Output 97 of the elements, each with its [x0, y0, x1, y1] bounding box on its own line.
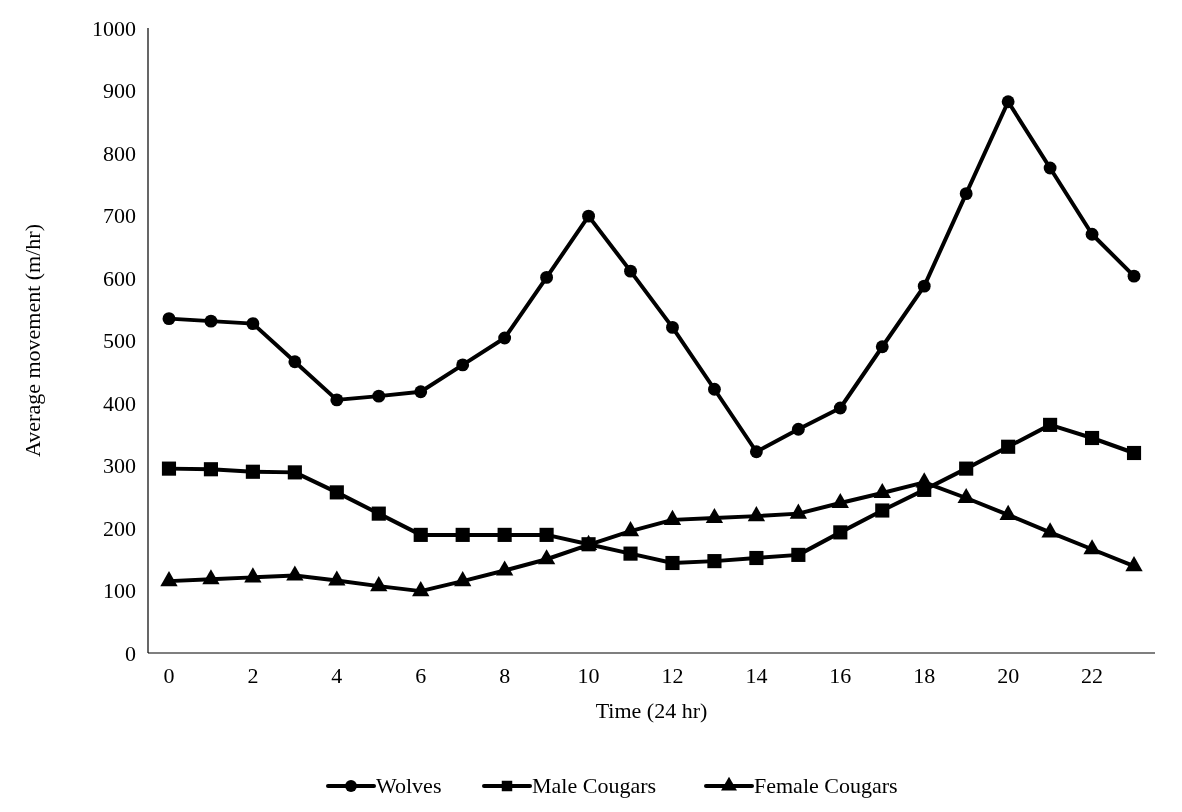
- point: [454, 571, 472, 587]
- legend-label: Male Cougars: [532, 773, 657, 798]
- point: [162, 312, 176, 326]
- x-tick-label: 0: [163, 663, 175, 688]
- point: [665, 555, 680, 571]
- point: [624, 264, 637, 278]
- point: [1043, 417, 1058, 432]
- point: [244, 567, 262, 583]
- point: [1127, 269, 1141, 283]
- point: [372, 389, 386, 403]
- point: [831, 493, 849, 508]
- x-tick-label: 6: [415, 663, 427, 688]
- point: [959, 187, 973, 201]
- point: [915, 472, 933, 488]
- x-tick-label: 12: [661, 663, 684, 688]
- point: [328, 570, 346, 586]
- point: [749, 550, 764, 566]
- legend-label: Female Cougars: [754, 773, 898, 798]
- point: [161, 461, 177, 476]
- point: [287, 465, 302, 480]
- point: [917, 279, 931, 293]
- point: [414, 385, 428, 399]
- y-tick-label: 0: [125, 640, 136, 666]
- point: [1001, 439, 1016, 454]
- y-tick-label: 100: [103, 578, 136, 603]
- point: [747, 506, 766, 522]
- point: [1084, 430, 1100, 446]
- point: [833, 525, 848, 540]
- y-tick-label: 300: [103, 453, 136, 478]
- point: [875, 340, 889, 354]
- x-tick-label: 22: [1081, 663, 1104, 688]
- point: [246, 317, 260, 331]
- point: [705, 508, 724, 523]
- y-tick-label: 700: [103, 203, 136, 228]
- point: [539, 527, 554, 542]
- point: [1085, 227, 1099, 241]
- point: [288, 355, 302, 369]
- point: [1001, 95, 1015, 109]
- x-tick-label: 18: [913, 663, 936, 688]
- point: [621, 521, 640, 537]
- point: [708, 382, 721, 396]
- y-tick-label: 500: [103, 328, 136, 353]
- point: [749, 445, 763, 459]
- point: [330, 393, 344, 407]
- point: [999, 504, 1017, 520]
- point: [495, 560, 514, 576]
- x-tick-label: 2: [247, 663, 259, 688]
- point: [202, 569, 220, 585]
- point: [1125, 556, 1143, 572]
- y-tick-label: 900: [103, 78, 136, 103]
- point: [413, 527, 428, 542]
- point: [204, 314, 218, 328]
- y-tick-label: 600: [103, 265, 136, 291]
- point: [203, 462, 219, 477]
- point: [497, 527, 512, 542]
- point: [537, 549, 556, 565]
- point: [329, 485, 344, 500]
- point: [498, 331, 512, 345]
- point: [791, 422, 805, 436]
- point: [623, 546, 638, 561]
- x-tick-label: 10: [577, 663, 600, 688]
- point: [833, 401, 847, 415]
- x-tick-label: 14: [745, 663, 768, 688]
- point: [957, 488, 975, 503]
- point: [160, 571, 178, 587]
- y-tick-label: 400: [103, 390, 136, 416]
- y-tick-label: 800: [103, 140, 136, 166]
- x-axis-title: Time (24 hr): [595, 698, 708, 723]
- legend-label: Wolves: [376, 773, 442, 798]
- point: [1041, 522, 1059, 538]
- point: [245, 464, 260, 479]
- point: [1126, 445, 1142, 461]
- point: [1083, 539, 1101, 555]
- point: [959, 461, 974, 476]
- point: [666, 320, 679, 334]
- point: [1043, 161, 1057, 175]
- x-tick-label: 20: [997, 663, 1020, 688]
- x-tick-label: 4: [331, 663, 343, 688]
- y-tick-label: 200: [103, 515, 136, 541]
- point: [412, 581, 430, 597]
- point: [873, 483, 891, 498]
- x-tick-label: 8: [499, 663, 511, 688]
- point: [371, 506, 386, 521]
- point: [663, 509, 682, 525]
- point: [540, 270, 554, 284]
- y-tick-label: 1000: [92, 15, 136, 41]
- point: [791, 547, 806, 562]
- x-tick-label: 16: [829, 663, 852, 688]
- y-axis-title: Average movement (m/hr): [20, 224, 45, 457]
- point: [707, 554, 722, 569]
- point: [789, 503, 808, 519]
- point: [370, 576, 388, 592]
- point: [582, 209, 595, 223]
- point: [455, 527, 470, 542]
- point: [456, 358, 470, 372]
- point: [875, 503, 890, 518]
- point: [286, 565, 304, 581]
